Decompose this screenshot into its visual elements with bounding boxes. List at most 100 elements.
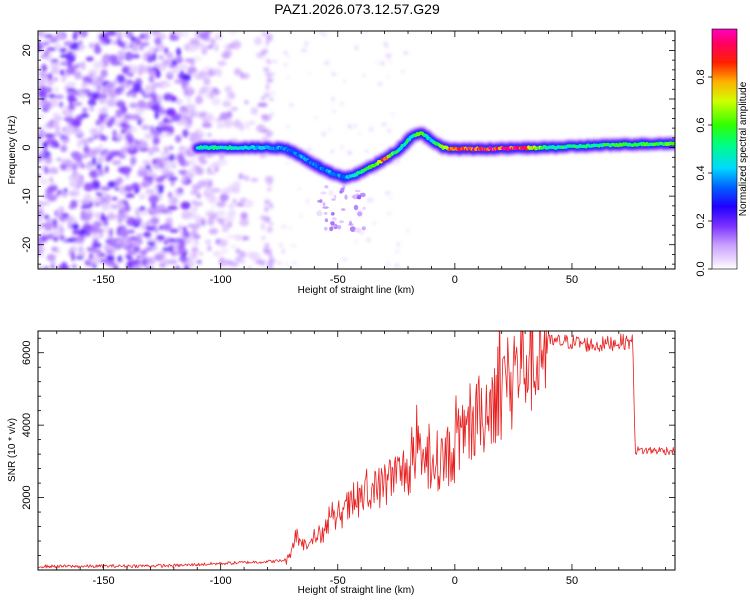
noise-blob — [128, 142, 135, 150]
noise-blob — [49, 176, 53, 183]
noise-blob — [343, 80, 346, 83]
noise-blob — [182, 226, 187, 233]
noise-blob — [232, 181, 241, 187]
noise-blob — [104, 258, 111, 265]
noise-blob — [151, 104, 161, 112]
noise-blob — [114, 187, 121, 191]
noise-blob — [192, 187, 199, 196]
noise-blob — [130, 156, 137, 165]
snr-x-tick-label: 0 — [452, 575, 458, 587]
noise-blob — [64, 111, 73, 118]
noise-blob — [364, 149, 369, 153]
noise-blob — [227, 43, 236, 49]
spectrogram-x-label: Height of straight line (km) — [298, 285, 415, 296]
noise-blob — [339, 220, 344, 224]
noise-blob — [89, 252, 94, 260]
noise-blob — [46, 56, 51, 61]
noise-blob — [98, 113, 105, 123]
noise-blob — [261, 114, 269, 120]
noise-blob — [158, 55, 165, 60]
noise-blob — [219, 193, 229, 202]
noise-blob — [169, 228, 179, 233]
noise-blob — [111, 204, 120, 210]
noise-blob — [330, 149, 335, 153]
noise-blob — [278, 243, 284, 248]
noise-blob — [219, 201, 224, 208]
noise-blob — [197, 112, 207, 119]
noise-blob — [268, 222, 274, 226]
colorbar-tick-label: 0.8 — [695, 69, 707, 84]
noise-blob — [138, 141, 149, 149]
noise-blob — [314, 116, 318, 120]
noise-blob — [187, 85, 192, 92]
spectrogram-x-tick-label: 50 — [566, 274, 578, 286]
spectrogram-x-tick-label: -50 — [330, 274, 346, 286]
noise-blob — [182, 79, 190, 86]
noise-blob — [162, 247, 172, 252]
noise-blob — [178, 224, 183, 232]
spectrogram-y-tick-label: -10 — [21, 188, 33, 204]
noise-blob — [107, 54, 119, 63]
noise-blob — [339, 145, 344, 150]
noise-blob — [94, 228, 105, 233]
noise-blob — [357, 194, 361, 200]
noise-blob — [268, 202, 273, 207]
noise-blob — [233, 234, 244, 240]
noise-blob — [165, 51, 173, 58]
noise-blob — [200, 218, 206, 227]
colorbar-tick-label: 0.4 — [695, 165, 707, 180]
noise-blob — [69, 42, 80, 51]
noise-blob — [304, 41, 309, 47]
noise-blob — [131, 93, 137, 98]
noise-blob — [115, 178, 123, 185]
noise-blob — [117, 255, 123, 263]
noise-blob — [218, 252, 224, 258]
noise-blob — [267, 35, 273, 42]
noise-blob — [201, 122, 212, 128]
noise-blob — [38, 212, 44, 216]
noise-blob — [180, 201, 191, 210]
noise-blob — [50, 139, 59, 148]
noise-blob — [132, 83, 142, 92]
noise-blob — [206, 133, 212, 137]
noise-blob — [126, 260, 134, 269]
noise-blob — [100, 85, 110, 95]
noise-blob — [117, 166, 126, 173]
noise-blob — [157, 187, 164, 195]
noise-blob — [175, 135, 182, 143]
noise-blob — [99, 133, 105, 141]
noise-blob — [148, 147, 155, 156]
noise-blob — [193, 205, 198, 212]
noise-blob — [219, 112, 229, 121]
noise-blob — [277, 261, 283, 266]
noise-blob — [107, 181, 117, 188]
noise-blob — [396, 161, 400, 165]
noise-blob — [116, 37, 122, 46]
noise-blob — [316, 210, 323, 217]
noise-blob — [167, 238, 176, 243]
noise-blob — [53, 235, 58, 242]
noise-blob — [44, 166, 48, 175]
noise-blob — [189, 105, 194, 113]
noise-blob — [52, 35, 58, 40]
noise-blob — [48, 166, 59, 174]
noise-blob — [354, 45, 359, 50]
noise-blob — [125, 31, 134, 38]
noise-blob — [260, 96, 266, 101]
noise-blob — [107, 237, 117, 247]
noise-blob — [61, 75, 66, 83]
noise-blob — [46, 78, 55, 86]
noise-blob — [261, 31, 266, 37]
noise-blob — [71, 223, 79, 230]
noise-blob — [41, 98, 46, 103]
noise-blob — [71, 64, 80, 69]
noise-blob — [94, 45, 102, 55]
noise-blob — [150, 218, 160, 224]
noise-blob — [349, 220, 352, 226]
noise-blob — [359, 192, 366, 198]
noise-blob — [47, 73, 53, 81]
noise-blob — [98, 97, 106, 105]
noise-blob — [385, 53, 392, 59]
noise-blob — [250, 107, 259, 115]
noise-blob — [99, 124, 105, 131]
